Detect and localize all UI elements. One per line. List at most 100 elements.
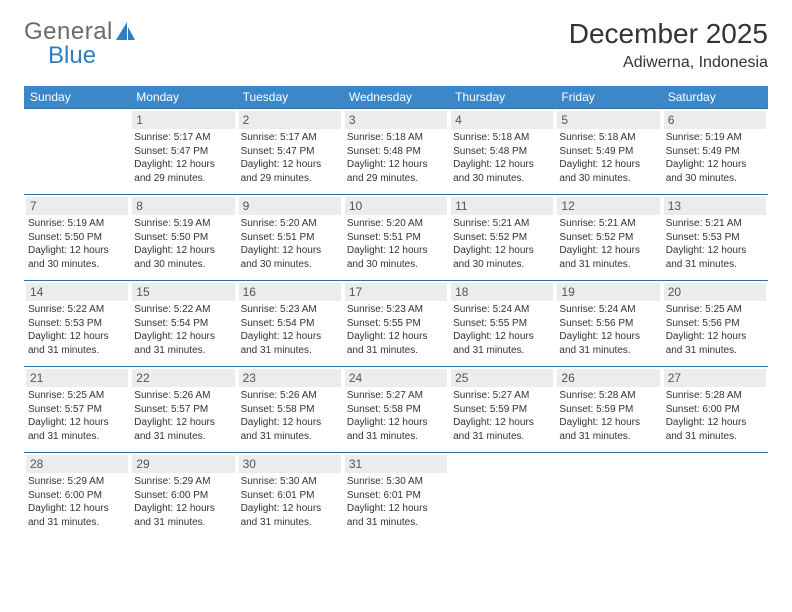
calendar-cell	[662, 453, 768, 539]
calendar-cell: 17 Sunrise: 5:23 AMSunset: 5:55 PMDayligh…	[343, 281, 449, 367]
day-number: 14	[26, 283, 128, 301]
day-number: 12	[557, 197, 659, 215]
day-of-week-header: Wednesday	[343, 86, 449, 109]
day-details: Sunrise: 5:20 AMSunset: 5:51 PMDaylight:…	[345, 217, 447, 271]
calendar-table: SundayMondayTuesdayWednesdayThursdayFrid…	[24, 86, 768, 539]
day-number: 1	[132, 111, 234, 129]
day-number: 13	[664, 197, 766, 215]
calendar-cell: 21 Sunrise: 5:25 AMSunset: 5:57 PMDayligh…	[24, 367, 130, 453]
day-details: Sunrise: 5:30 AMSunset: 6:01 PMDaylight:…	[345, 475, 447, 529]
calendar-cell: 15 Sunrise: 5:22 AMSunset: 5:54 PMDayligh…	[130, 281, 236, 367]
calendar-cell: 9Sunrise: 5:20 AMSunset: 5:51 PMDaylight…	[237, 195, 343, 281]
day-number: 25	[451, 369, 553, 387]
day-details: Sunrise: 5:26 AMSunset: 5:57 PMDaylight:…	[132, 389, 234, 443]
day-details: Sunrise: 5:21 AMSunset: 5:53 PMDaylight:…	[664, 217, 766, 271]
day-details: Sunrise: 5:18 AMSunset: 5:48 PMDaylight:…	[345, 131, 447, 185]
title-block: December 2025 Adiwerna, Indonesia	[569, 18, 768, 72]
calendar-week-row: 14 Sunrise: 5:22 AMSunset: 5:53 PMDayligh…	[24, 281, 768, 367]
day-number: 11	[451, 197, 553, 215]
calendar-cell: 16 Sunrise: 5:23 AMSunset: 5:54 PMDayligh…	[237, 281, 343, 367]
calendar-cell: 23Sunrise: 5:26 AMSunset: 5:58 PMDayligh…	[237, 367, 343, 453]
day-of-week-header: Thursday	[449, 86, 555, 109]
logo-text-blue: Blue	[48, 42, 96, 70]
day-details: Sunrise: 5:25 AMSunset: 5:56 PMDaylight:…	[664, 303, 766, 357]
calendar-body: 1 Sunrise: 5:17 AMSunset: 5:47 PMDaylight…	[24, 109, 768, 539]
calendar-cell: 26 Sunrise: 5:28 AMSunset: 5:59 PMDayligh…	[555, 367, 661, 453]
calendar-cell: 8 Sunrise: 5:19 AMSunset: 5:50 PMDaylight…	[130, 195, 236, 281]
day-details: Sunrise: 5:29 AMSunset: 6:00 PMDaylight:…	[26, 475, 128, 529]
day-details: Sunrise: 5:28 AMSunset: 6:00 PMDaylight:…	[664, 389, 766, 443]
calendar-cell: 2Sunrise: 5:17 AMSunset: 5:47 PMDaylight…	[237, 109, 343, 195]
calendar-cell: 30Sunrise: 5:30 AMSunset: 6:01 PMDayligh…	[237, 453, 343, 539]
day-details: Sunrise: 5:17 AMSunset: 5:47 PMDaylight:…	[239, 131, 341, 185]
day-of-week-header: Monday	[130, 86, 236, 109]
day-number: 22	[132, 369, 234, 387]
calendar-cell: 24Sunrise: 5:27 AMSunset: 5:58 PMDayligh…	[343, 367, 449, 453]
calendar-cell: 12 Sunrise: 5:21 AMSunset: 5:52 PMDayligh…	[555, 195, 661, 281]
day-number: 27	[664, 369, 766, 387]
day-number: 26	[557, 369, 659, 387]
day-details: Sunrise: 5:21 AMSunset: 5:52 PMDaylight:…	[451, 217, 553, 271]
calendar-cell: 18 Sunrise: 5:24 AMSunset: 5:55 PMDayligh…	[449, 281, 555, 367]
day-number: 10	[345, 197, 447, 215]
day-number: 24	[345, 369, 447, 387]
day-of-week-row: SundayMondayTuesdayWednesdayThursdayFrid…	[24, 86, 768, 109]
day-number: 19	[557, 283, 659, 301]
day-details: Sunrise: 5:21 AMSunset: 5:52 PMDaylight:…	[557, 217, 659, 271]
day-number: 6	[664, 111, 766, 129]
day-details: Sunrise: 5:22 AMSunset: 5:53 PMDaylight:…	[26, 303, 128, 357]
day-number: 8	[132, 197, 234, 215]
calendar-cell: 14 Sunrise: 5:22 AMSunset: 5:53 PMDayligh…	[24, 281, 130, 367]
calendar-cell: 25Sunrise: 5:27 AMSunset: 5:59 PMDayligh…	[449, 367, 555, 453]
day-details: Sunrise: 5:18 AMSunset: 5:49 PMDaylight:…	[557, 131, 659, 185]
day-details: Sunrise: 5:19 AMSunset: 5:49 PMDaylight:…	[664, 131, 766, 185]
day-number: 21	[26, 369, 128, 387]
calendar-cell	[555, 453, 661, 539]
day-details: Sunrise: 5:25 AMSunset: 5:57 PMDaylight:…	[26, 389, 128, 443]
calendar-cell: 10 Sunrise: 5:20 AMSunset: 5:51 PMDayligh…	[343, 195, 449, 281]
calendar-cell: 11 Sunrise: 5:21 AMSunset: 5:52 PMDayligh…	[449, 195, 555, 281]
calendar-cell: 1 Sunrise: 5:17 AMSunset: 5:47 PMDaylight…	[130, 109, 236, 195]
day-number: 4	[451, 111, 553, 129]
calendar-cell: 20 Sunrise: 5:25 AMSunset: 5:56 PMDayligh…	[662, 281, 768, 367]
calendar-cell: 4 Sunrise: 5:18 AMSunset: 5:48 PMDaylight…	[449, 109, 555, 195]
day-of-week-header: Friday	[555, 86, 661, 109]
day-details: Sunrise: 5:28 AMSunset: 5:59 PMDaylight:…	[557, 389, 659, 443]
day-of-week-header: Saturday	[662, 86, 768, 109]
day-details: Sunrise: 5:23 AMSunset: 5:55 PMDaylight:…	[345, 303, 447, 357]
day-number: 16	[239, 283, 341, 301]
calendar-cell: 3 Sunrise: 5:18 AMSunset: 5:48 PMDaylight…	[343, 109, 449, 195]
calendar-cell: 31Sunrise: 5:30 AMSunset: 6:01 PMDayligh…	[343, 453, 449, 539]
day-details: Sunrise: 5:30 AMSunset: 6:01 PMDaylight:…	[239, 475, 341, 529]
day-details: Sunrise: 5:18 AMSunset: 5:48 PMDaylight:…	[451, 131, 553, 185]
calendar-week-row: 1 Sunrise: 5:17 AMSunset: 5:47 PMDaylight…	[24, 109, 768, 195]
day-of-week-header: Tuesday	[237, 86, 343, 109]
day-number: 29	[132, 455, 234, 473]
day-number: 23	[239, 369, 341, 387]
calendar-cell	[449, 453, 555, 539]
day-number: 17	[345, 283, 447, 301]
day-number: 15	[132, 283, 234, 301]
calendar-week-row: 28Sunrise: 5:29 AMSunset: 6:00 PMDayligh…	[24, 453, 768, 539]
calendar-cell: 27 Sunrise: 5:28 AMSunset: 6:00 PMDayligh…	[662, 367, 768, 453]
day-number: 18	[451, 283, 553, 301]
day-number: 20	[664, 283, 766, 301]
calendar-cell: 29Sunrise: 5:29 AMSunset: 6:00 PMDayligh…	[130, 453, 236, 539]
day-details: Sunrise: 5:23 AMSunset: 5:54 PMDaylight:…	[239, 303, 341, 357]
day-details: Sunrise: 5:17 AMSunset: 5:47 PMDaylight:…	[132, 131, 234, 185]
month-title: December 2025	[569, 18, 768, 50]
calendar-cell: 19 Sunrise: 5:24 AMSunset: 5:56 PMDayligh…	[555, 281, 661, 367]
day-number: 5	[557, 111, 659, 129]
header: General December 2025 Adiwerna, Indonesi…	[24, 18, 768, 72]
day-details: Sunrise: 5:24 AMSunset: 5:56 PMDaylight:…	[557, 303, 659, 357]
calendar-week-row: 21 Sunrise: 5:25 AMSunset: 5:57 PMDayligh…	[24, 367, 768, 453]
calendar-cell: 13 Sunrise: 5:21 AMSunset: 5:53 PMDayligh…	[662, 195, 768, 281]
day-number: 3	[345, 111, 447, 129]
day-number: 9	[239, 197, 341, 215]
day-details: Sunrise: 5:19 AMSunset: 5:50 PMDaylight:…	[26, 217, 128, 271]
calendar-cell: 7Sunrise: 5:19 AMSunset: 5:50 PMDaylight…	[24, 195, 130, 281]
day-details: Sunrise: 5:24 AMSunset: 5:55 PMDaylight:…	[451, 303, 553, 357]
location: Adiwerna, Indonesia	[569, 54, 768, 72]
day-details: Sunrise: 5:19 AMSunset: 5:50 PMDaylight:…	[132, 217, 234, 271]
day-details: Sunrise: 5:22 AMSunset: 5:54 PMDaylight:…	[132, 303, 234, 357]
